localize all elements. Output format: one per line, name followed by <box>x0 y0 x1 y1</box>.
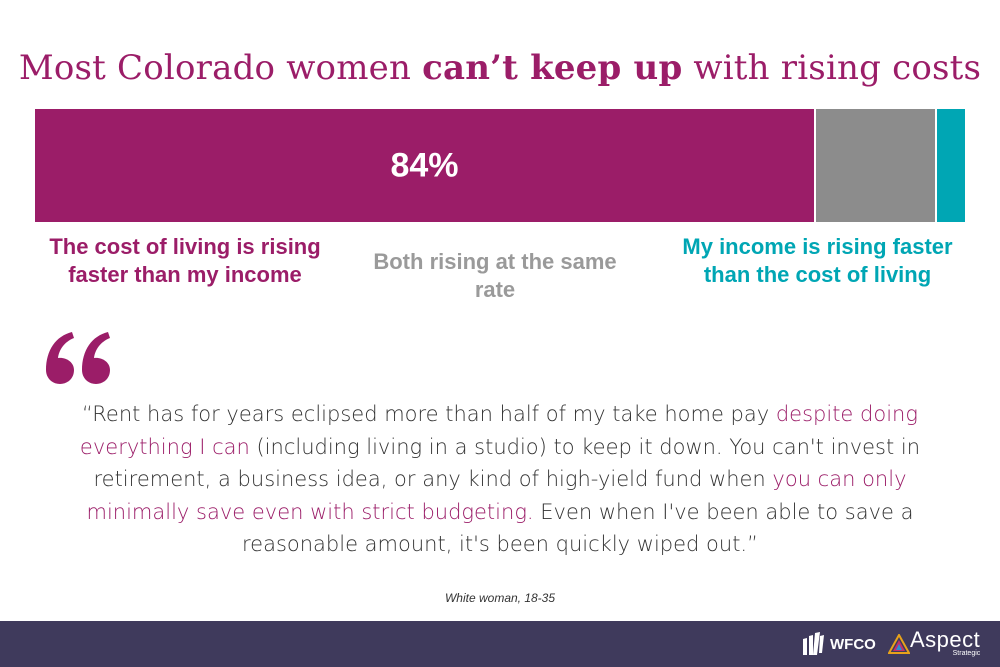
title-prefix: Most Colorado women <box>18 48 423 88</box>
quote-highlight-1: despite doing everything I can <box>79 402 918 459</box>
bar-segment-income-faster <box>937 109 965 222</box>
aspect-strategic-logo: Aspect Strategic <box>888 628 980 660</box>
wfco-logo-icon <box>803 632 824 655</box>
aspect-logo-icon <box>888 634 910 654</box>
bar-data-label: 84% <box>390 146 459 184</box>
aspect-logo-subtext: Strategic <box>952 650 981 657</box>
bar-segment-rising-faster: 84% <box>35 109 816 222</box>
bar-segment-same-rate <box>816 109 937 222</box>
quote-text-3: Even when I've been able to save a reaso… <box>241 499 914 557</box>
aspect-logo-text: Aspect <box>910 627 981 652</box>
wfco-logo: WFCO <box>800 630 876 658</box>
quote-mark-icon <box>46 332 110 384</box>
quote-text-1: “Rent has for years eclipsed more than h… <box>82 402 776 426</box>
category-label-rising-faster: The cost of living is rising faster than… <box>49 234 321 287</box>
title-bold: can’t keep up <box>422 48 683 88</box>
title-suffix: with rising costs <box>682 48 982 88</box>
quote-attribution: White woman, 18-35 <box>444 591 556 605</box>
quote-highlight-2: you can only minimally save even with st… <box>86 467 907 524</box>
testimonial-quote: “Rent has for years eclipsed more than h… <box>55 398 945 561</box>
quote-text-2: (including living in a studio) to keep i… <box>93 434 921 492</box>
footer-bar <box>0 621 1000 667</box>
category-label-same-rate: Both rising at the same rate <box>373 249 617 302</box>
wfco-logo-text: WFCO <box>830 635 876 653</box>
category-label-income-faster: My income is rising faster than the cost… <box>682 234 953 287</box>
page-title: Most Colorado women can’t keep up with r… <box>0 48 1000 88</box>
stacked-bar: 84% <box>35 109 965 222</box>
